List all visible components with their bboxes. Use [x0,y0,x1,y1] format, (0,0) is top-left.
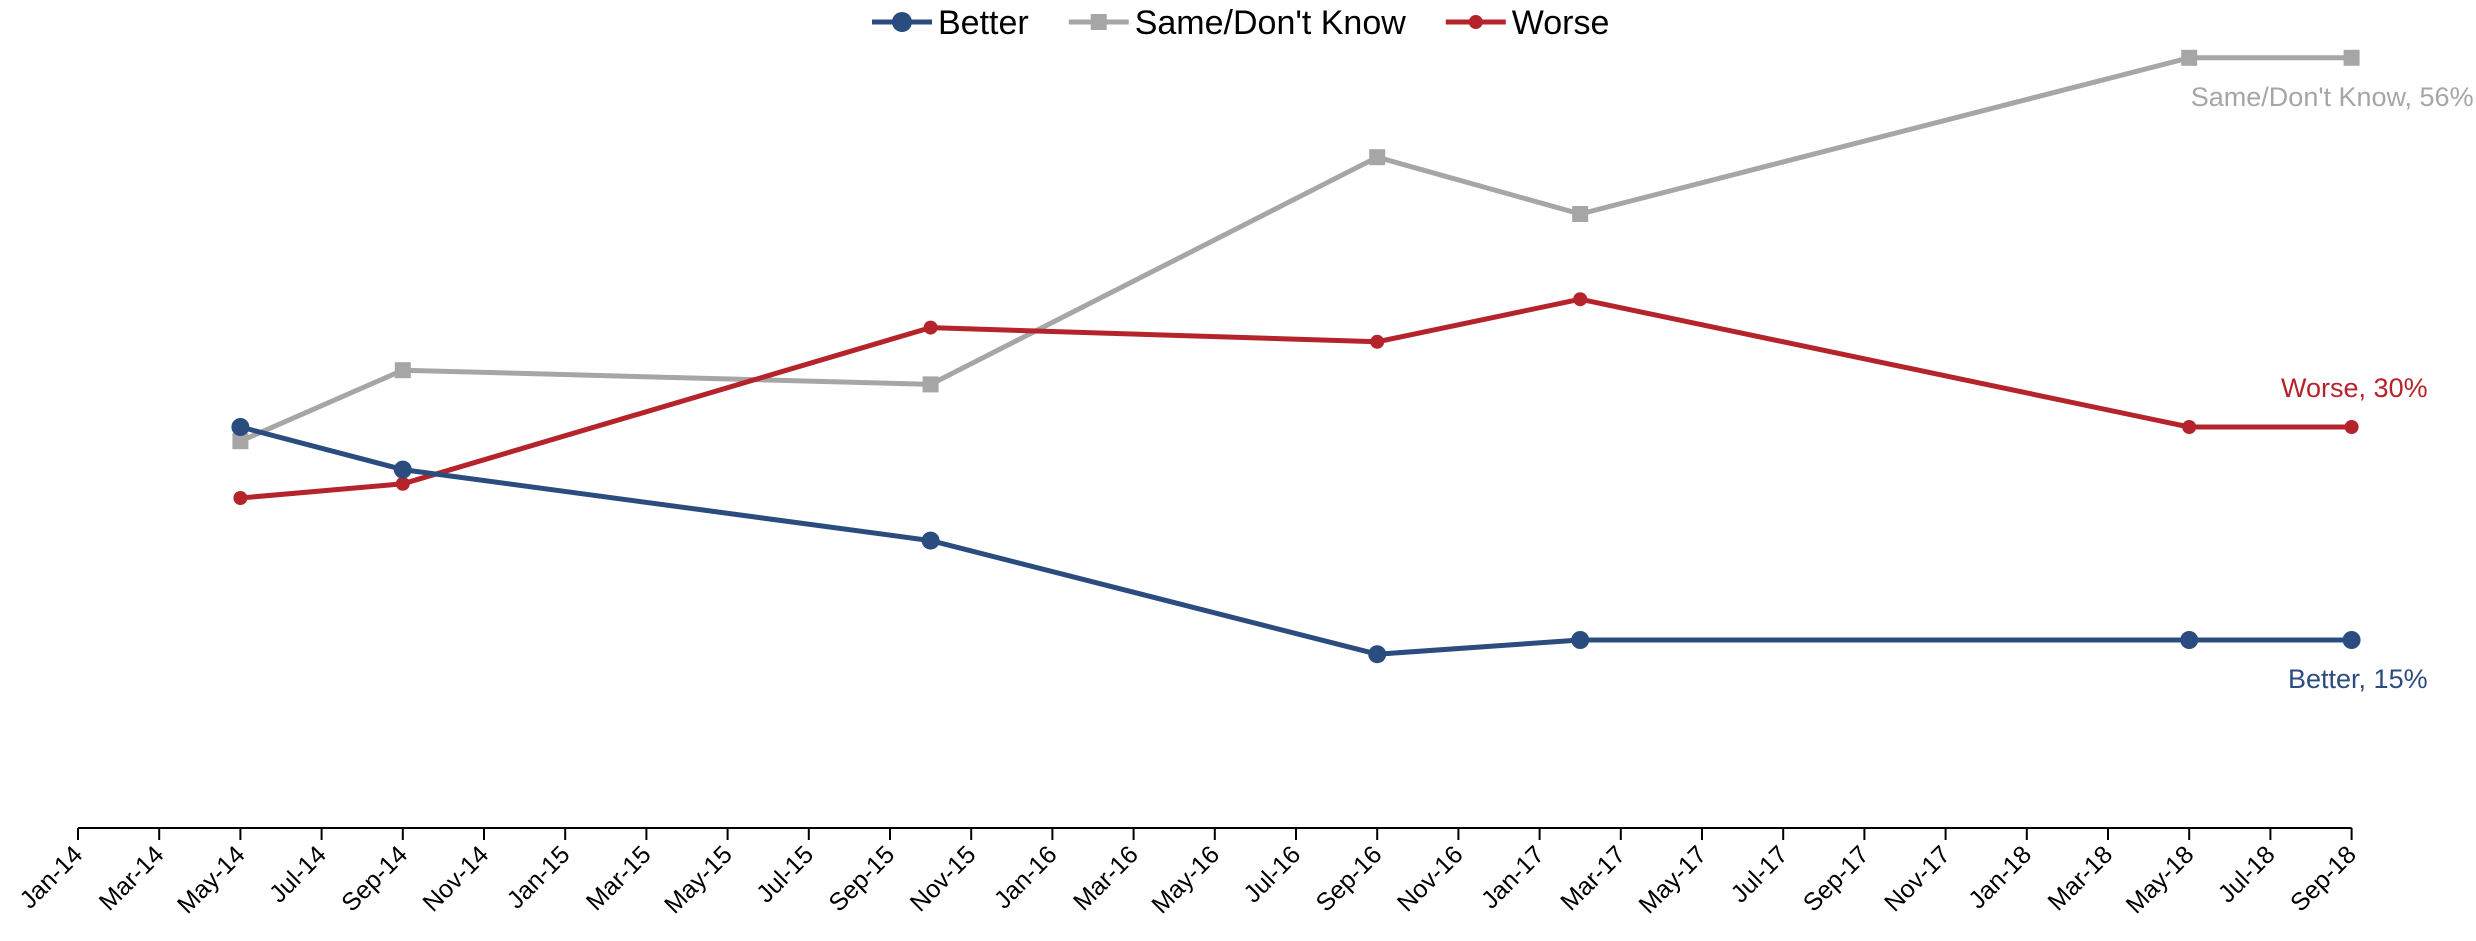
data-point [1370,334,1385,349]
series-end-label: Same/Don't Know, 56% [2191,82,2474,112]
data-point [1368,645,1387,664]
plot-area: Same/Don't Know, 56% Worse, 30% Better, 15… [231,49,2474,694]
x-tick-label: Sep-14 [336,840,413,917]
legend-item: Better [872,4,1029,42]
x-tick-label: Jul-15 [751,840,819,908]
legend-item: Worse [1445,4,1610,42]
x-tick-label: Sep-15 [823,840,900,917]
x-tick-label: Jul-18 [2213,840,2281,908]
legend: Better Same/Don't Know Worse [872,4,1609,42]
x-tick-label: Mar-14 [94,840,170,916]
x-tick-label: May-18 [2121,840,2200,919]
data-point [1369,149,1386,166]
data-point [921,531,940,550]
series-line [239,424,2352,657]
x-tick-label: May-14 [172,840,251,919]
series-better: Better, 15% [231,418,2428,694]
data-point [2182,420,2197,434]
x-tick-label: Sep-17 [1798,840,1875,917]
series-line [240,296,2352,501]
x-tick-label: Jan-14 [14,840,88,914]
data-point [232,433,249,450]
series-line [239,55,2352,444]
x-tick-label: Nov-17 [1879,840,1956,917]
x-tick-label: May-15 [659,840,738,919]
legend-marker [892,12,912,32]
x-tick-label: Mar-18 [2042,840,2118,916]
x-tick-label: Jan-15 [502,840,576,914]
x-tick-label: Mar-17 [1555,840,1631,916]
data-point [923,320,938,335]
data-point [395,476,410,491]
x-tick-label: Jan-18 [1963,840,2037,914]
legend-label: Same/Don't Know [1135,4,1407,42]
x-axis: Jan-14 Mar-14 May-14 Jul-14 Sep-14 Nov-14 Jan-… [14,827,2362,919]
x-tick-label: May-17 [1633,840,1712,919]
x-tick-label: Jul-14 [264,840,332,908]
x-tick-label: Jan-16 [989,840,1063,914]
series-end-label: Better, 15% [2288,664,2428,694]
legend-item: Same/Don't Know [1068,4,1407,42]
data-point [1571,631,1590,649]
legend-label: Worse [1512,4,1610,42]
x-tick-label: Nov-16 [1392,840,1469,917]
data-point [1573,292,1588,307]
x-tick-label: Sep-16 [1311,840,1388,917]
data-point [233,491,248,505]
x-tick-label: Sep-18 [2285,840,2362,917]
data-point [2342,631,2361,649]
data-point [1572,206,1589,222]
data-point [2181,49,2198,66]
data-point [393,460,412,479]
data-point [2344,420,2359,434]
data-point [2343,49,2360,66]
series-same-don-t-know: Same/Don't Know, 56% [232,49,2474,450]
legend-marker [1090,14,1107,30]
x-tick-label: Jan-17 [1476,840,1550,914]
series-worse: Worse, 30% [233,292,2428,505]
x-tick-label: Jul-17 [1725,840,1793,908]
series-end-label: Worse, 30% [2281,373,2428,403]
data-point [394,362,411,379]
x-tick-label: Nov-14 [417,840,494,917]
data-point [2180,631,2199,649]
x-tick-label: May-16 [1146,840,1225,919]
legend-marker [1468,15,1483,29]
x-tick-label: Mar-15 [581,840,657,916]
x-tick-label: Jul-16 [1238,840,1306,908]
legend-label: Better [938,4,1029,42]
data-point [231,418,250,436]
x-tick-label: Nov-15 [905,840,982,917]
x-tick-label: Mar-16 [1068,840,1144,916]
data-point [922,376,939,393]
